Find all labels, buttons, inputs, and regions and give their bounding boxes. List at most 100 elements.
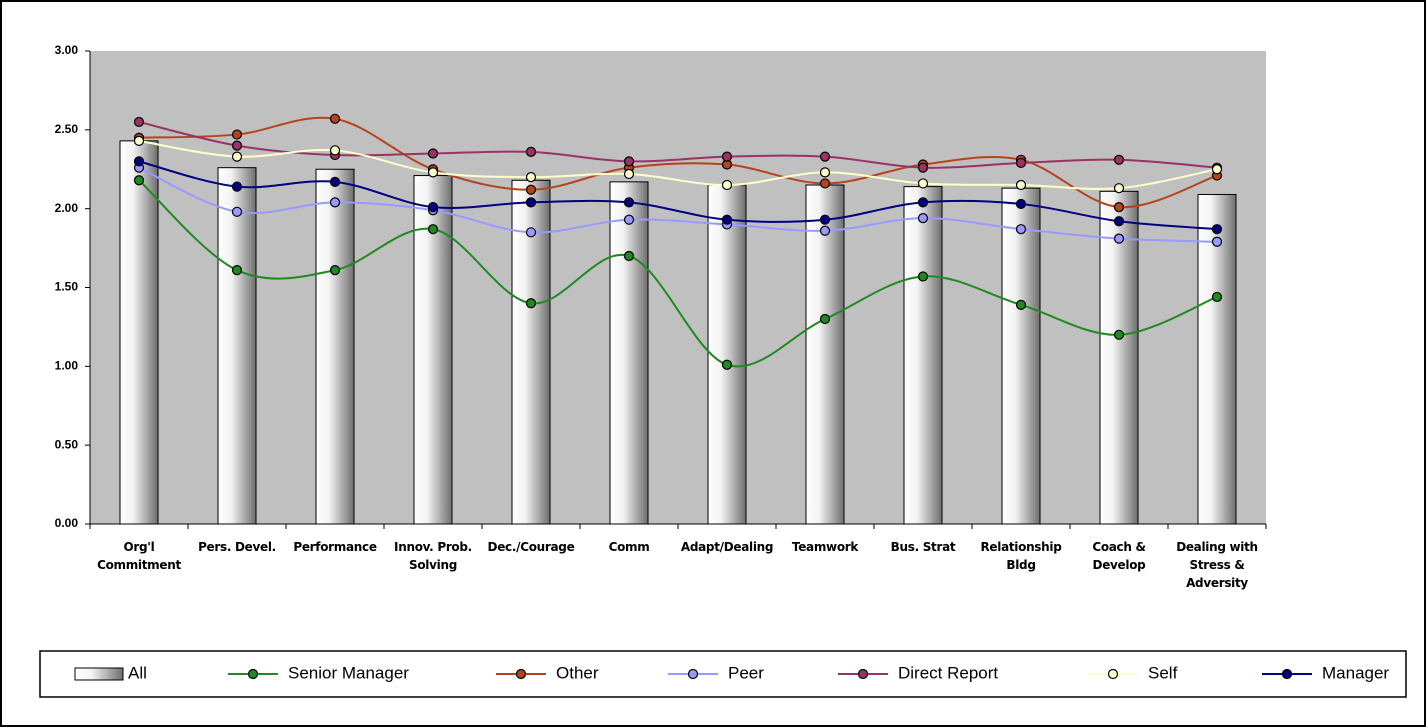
line-marker — [623, 250, 635, 262]
legend-label: Peer — [728, 663, 764, 682]
line-marker — [1211, 236, 1223, 247]
line-marker — [1113, 216, 1125, 227]
legend-swatch — [74, 667, 124, 681]
x-tick-label: Teamwork — [791, 540, 859, 554]
y-tick-label: 0.00 — [55, 516, 79, 530]
bar — [609, 181, 649, 525]
line-marker — [133, 156, 145, 167]
line-marker — [721, 359, 733, 370]
bar — [119, 140, 159, 525]
line-marker — [427, 224, 439, 235]
line-marker — [1015, 198, 1027, 210]
x-tick-label: Dec./Courage — [487, 540, 575, 554]
bar — [707, 184, 747, 525]
line-marker — [329, 113, 341, 124]
line-marker — [1113, 154, 1125, 165]
line-marker — [917, 213, 929, 224]
line-marker — [1211, 224, 1223, 235]
bar — [1099, 190, 1139, 525]
line-marker — [917, 162, 929, 173]
x-tick-label: Org'l Commitment — [97, 540, 181, 572]
line-marker — [133, 116, 145, 128]
legend-marker — [247, 668, 259, 680]
plot-area — [90, 51, 1266, 524]
series-line — [138, 120, 1218, 169]
line-marker — [819, 178, 831, 189]
legend-marker — [515, 668, 527, 680]
line-marker — [623, 214, 635, 225]
y-tick-label: 0.50 — [55, 437, 79, 451]
line-marker — [231, 140, 243, 151]
y-tick-label: 2.00 — [55, 201, 79, 215]
line-marker — [721, 214, 733, 225]
line-marker — [525, 227, 537, 238]
line-marker — [427, 167, 439, 178]
legend-label: Senior Manager — [288, 663, 409, 682]
x-tick-label: Relationship Bldg — [980, 540, 1062, 572]
bar — [315, 168, 355, 525]
bar — [1001, 187, 1041, 525]
line-marker — [819, 313, 831, 325]
line-marker — [623, 168, 635, 180]
x-tick-label: Coach & Develop — [1092, 540, 1146, 572]
line-marker — [721, 179, 733, 191]
line-marker — [917, 178, 929, 189]
bar — [805, 184, 845, 525]
line-marker — [133, 135, 145, 146]
line-marker — [917, 271, 929, 282]
legend-label: Manager — [1322, 663, 1389, 682]
y-tick-label: 1.50 — [55, 280, 79, 294]
x-tick-label: Performance — [293, 540, 377, 554]
line-marker — [525, 197, 537, 208]
line-marker — [917, 197, 929, 208]
line-marker — [329, 197, 341, 208]
line-marker — [1211, 164, 1223, 175]
line-marker — [231, 181, 243, 192]
legend-label: Direct Report — [898, 663, 998, 682]
line-marker — [231, 151, 243, 162]
legend-marker — [687, 668, 699, 680]
legend-marker — [857, 668, 869, 680]
legend-label: All — [128, 663, 147, 682]
legend-label: Self — [1148, 663, 1178, 682]
line-marker — [329, 265, 341, 276]
line-marker — [819, 225, 831, 236]
line-marker — [427, 201, 439, 213]
line-marker — [623, 156, 635, 167]
x-tick-label: Adapt/Dealing — [680, 540, 774, 554]
line-marker — [1211, 291, 1223, 303]
bar — [903, 186, 943, 525]
line-marker — [329, 176, 341, 187]
line-marker — [525, 298, 537, 309]
line-marker — [1113, 233, 1125, 244]
line-marker — [1113, 201, 1125, 213]
bar — [217, 167, 257, 525]
line-marker — [1015, 224, 1027, 235]
line-marker — [231, 265, 243, 276]
x-tick-label: Innov. Prob. Solving — [394, 540, 472, 572]
legend-marker — [1281, 668, 1293, 680]
line-marker — [1113, 329, 1125, 340]
line-marker — [231, 129, 243, 140]
x-tick-label: Bus. Strat — [890, 540, 956, 554]
line-marker — [1015, 179, 1027, 191]
legend-marker — [1107, 668, 1119, 680]
line-marker — [427, 148, 439, 159]
line-marker — [329, 145, 341, 156]
line-marker — [819, 167, 831, 178]
y-tick-label: 3.00 — [55, 43, 79, 57]
line-marker — [721, 151, 733, 162]
y-tick-label: 2.50 — [55, 122, 79, 136]
line-marker — [525, 146, 537, 158]
line-marker — [525, 172, 537, 183]
line-marker — [623, 197, 635, 208]
x-tick-label: Comm — [608, 540, 650, 554]
line-marker — [819, 214, 831, 225]
line-marker — [1113, 183, 1125, 194]
series-line — [138, 116, 1218, 209]
y-tick-label: 1.00 — [55, 359, 79, 373]
x-tick-label: Pers. Devel. — [198, 540, 276, 554]
line-marker — [231, 206, 243, 217]
